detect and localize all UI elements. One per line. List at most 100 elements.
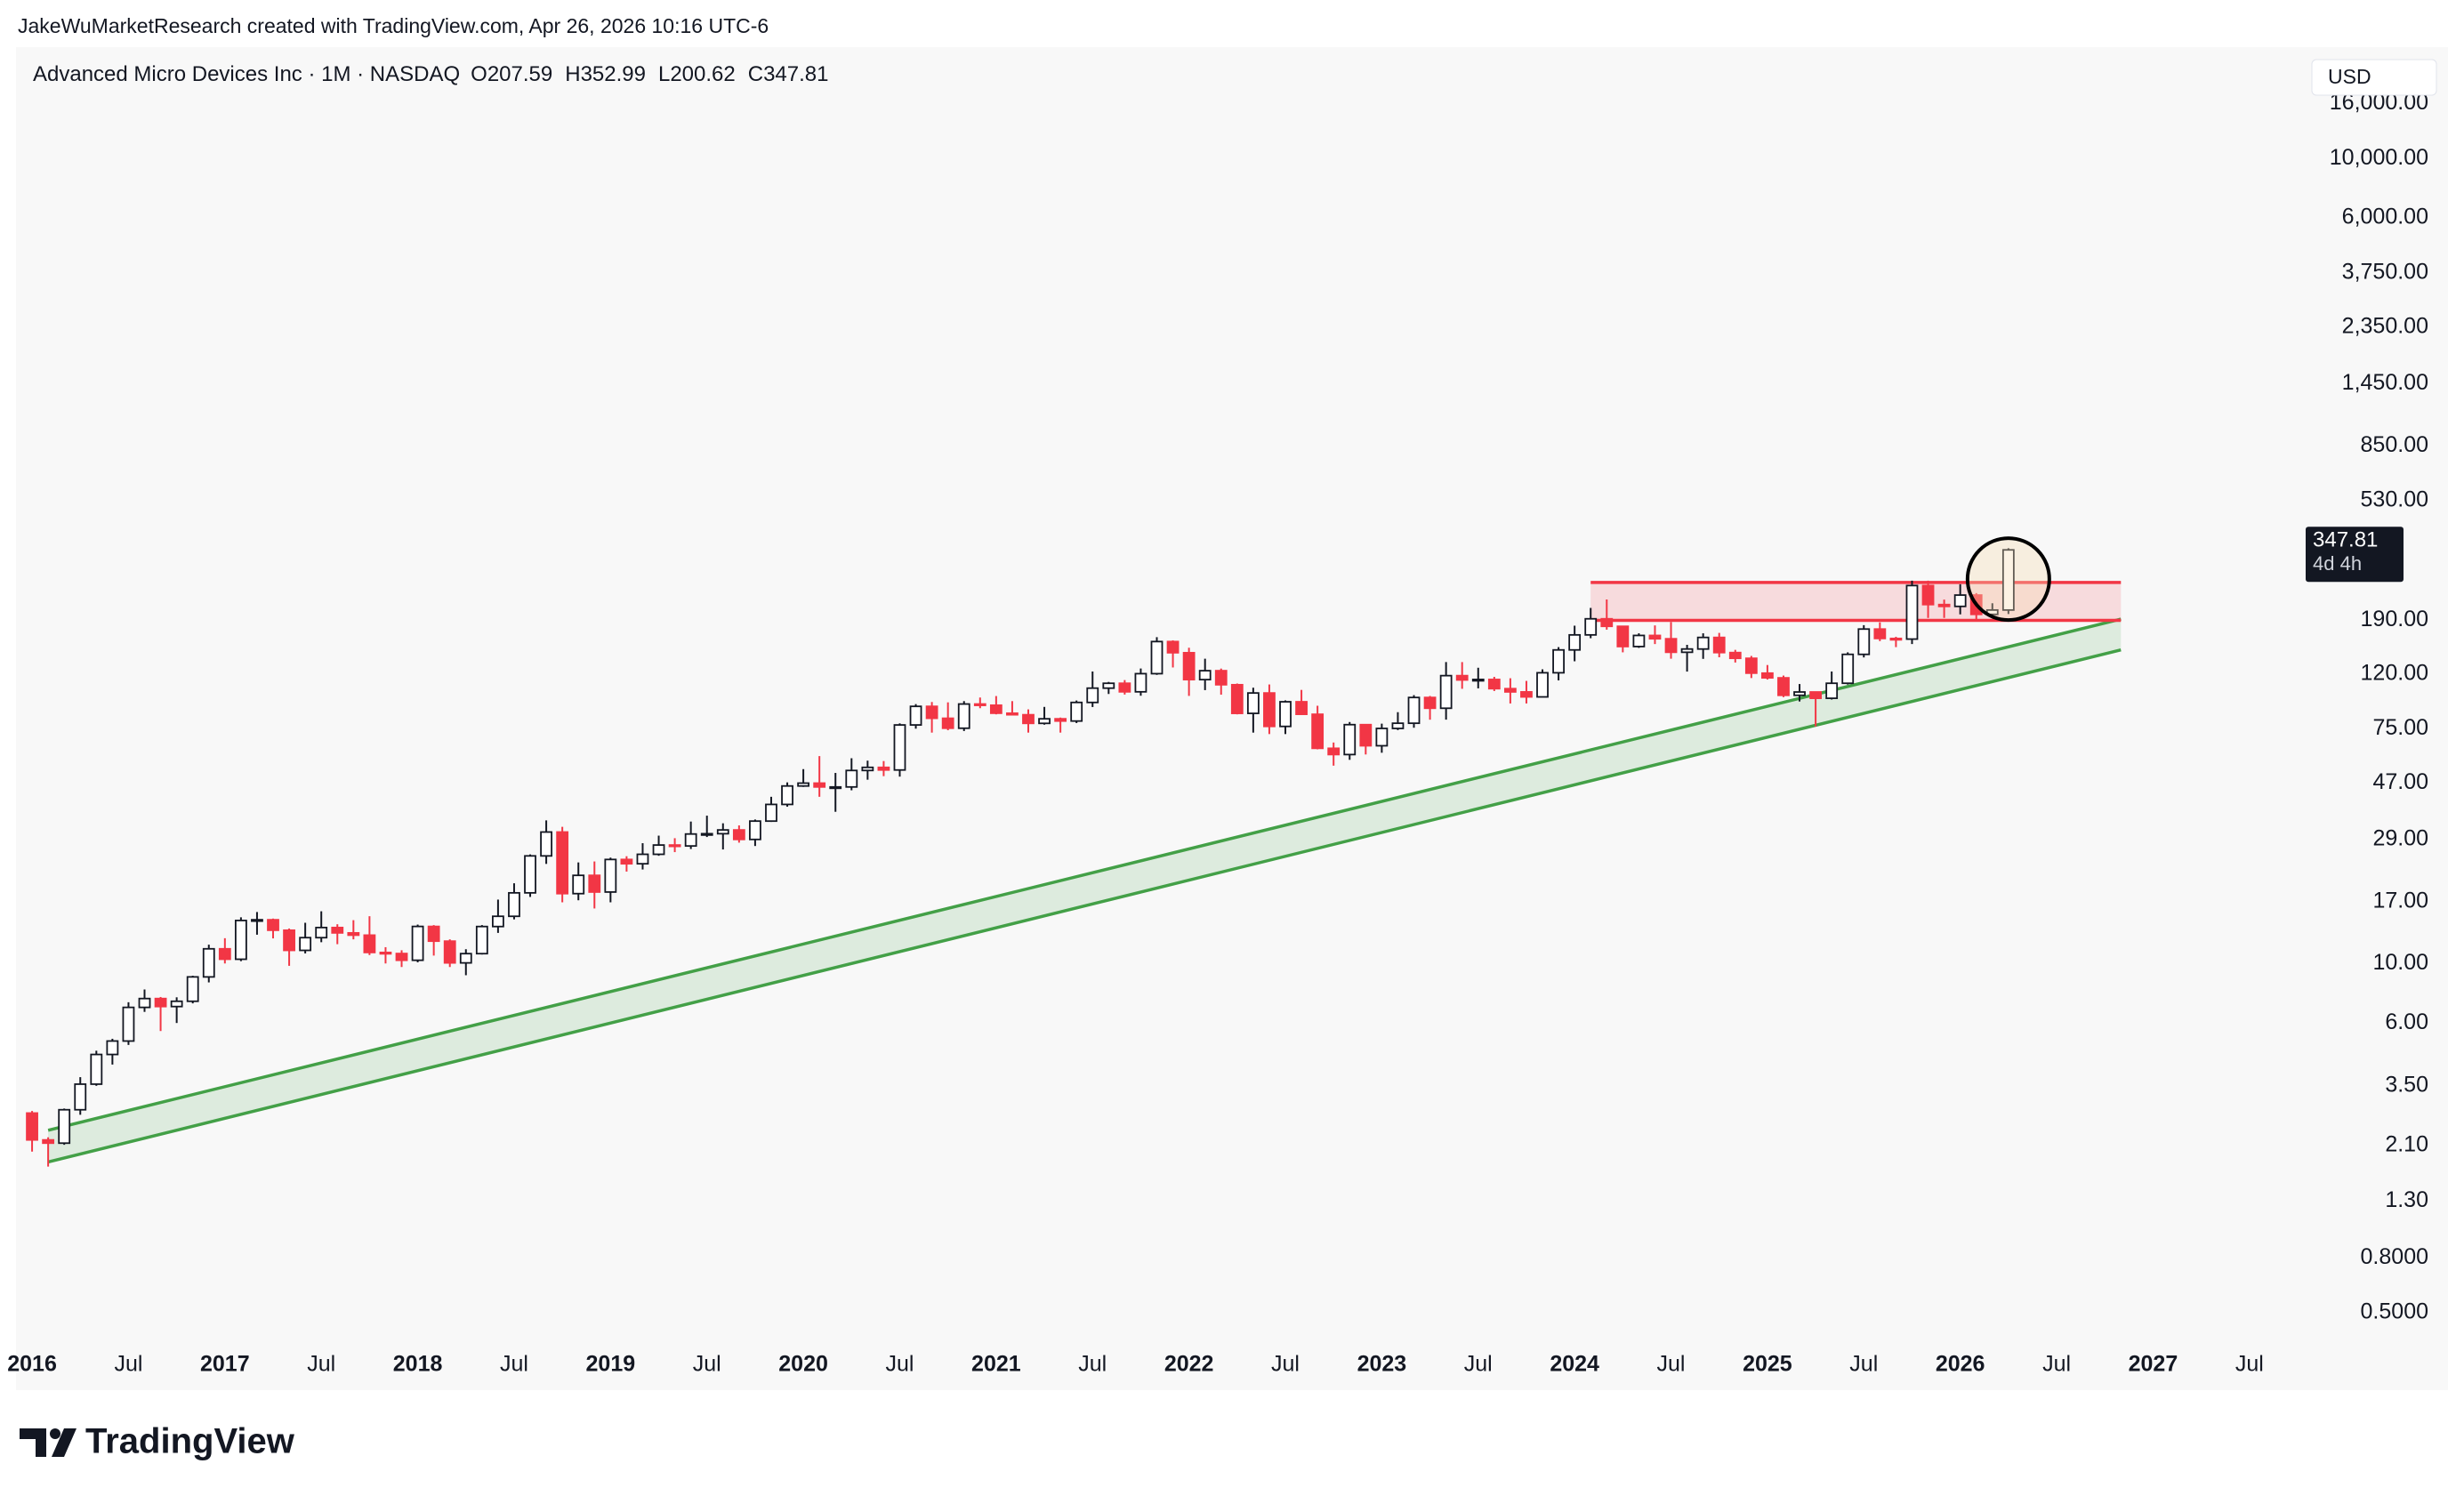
candle-body	[652, 844, 665, 856]
candle-body	[1102, 682, 1115, 689]
currency-box	[2311, 59, 2437, 96]
candle-body	[427, 925, 440, 943]
candle-body	[1359, 723, 1373, 747]
x-tick-label: Jul	[2042, 1352, 2071, 1377]
candle-body	[845, 769, 858, 788]
candle-body	[1552, 648, 1565, 674]
logo-slash	[52, 1428, 76, 1457]
candle-body	[443, 940, 456, 964]
candle-body	[1118, 682, 1131, 693]
x-tick-label: 2017	[200, 1352, 250, 1377]
candle-body	[1391, 722, 1405, 729]
candle-body	[1198, 670, 1212, 681]
candle-body	[813, 782, 826, 788]
candle-body	[170, 1000, 183, 1008]
candle-body	[26, 1112, 38, 1141]
x-tick-label: 2027	[2129, 1352, 2178, 1377]
logo-dot	[50, 1428, 60, 1439]
candle-body	[411, 925, 424, 961]
candle-body	[1809, 691, 1822, 699]
candle-body	[1520, 691, 1533, 698]
candle-body	[684, 832, 697, 848]
candle-body	[957, 703, 970, 729]
candle-body	[42, 1138, 55, 1145]
candle-body	[925, 705, 938, 720]
candle-body	[1889, 637, 1903, 641]
candle-body	[234, 920, 247, 961]
candle-body	[1423, 696, 1437, 710]
x-tick-label: 2026	[1936, 1352, 1985, 1377]
candle-body	[877, 766, 890, 771]
y-tick-label: 120.00	[2361, 660, 2428, 685]
y-tick-label: 6.00	[2385, 1009, 2428, 1034]
candle-body	[1279, 701, 1292, 728]
candle-body	[1375, 728, 1389, 747]
candle-body	[989, 704, 1003, 714]
candle-body	[781, 784, 793, 806]
candle-body	[620, 858, 633, 865]
candle-body	[540, 831, 552, 857]
candle-body	[90, 1053, 103, 1085]
candle-body	[267, 919, 279, 931]
candle-body	[1953, 594, 1967, 607]
y-tick-label: 0.8000	[2361, 1244, 2428, 1269]
candle-body	[459, 953, 472, 964]
currency: USD	[2328, 65, 2371, 88]
candle-body	[1006, 712, 1019, 716]
channel-fill	[48, 619, 2122, 1162]
y-tick-label: 0.5000	[2361, 1299, 2428, 1323]
candle-body	[829, 785, 842, 790]
candle-body	[1712, 636, 1726, 654]
candle-body	[508, 891, 520, 918]
y-tick-label: 1.30	[2385, 1187, 2428, 1212]
candle-body	[1263, 692, 1276, 728]
brand-logo: TradingView	[20, 1422, 295, 1461]
symbol-title: Advanced Micro Devices Inc · 1M · NASDAQ	[33, 62, 460, 86]
candle-body	[1857, 628, 1871, 656]
x-tick-label: Jul	[1078, 1352, 1107, 1377]
candle-body	[1214, 670, 1228, 686]
candle-body	[1182, 651, 1196, 681]
channel-line	[47, 647, 2122, 1164]
candle-body	[1696, 636, 1710, 650]
candle-body	[1825, 682, 1839, 699]
candle-body	[299, 937, 312, 952]
candle-body	[138, 997, 151, 1009]
candle-body	[556, 831, 569, 895]
candle-body	[106, 1040, 119, 1056]
candle-body	[1487, 679, 1501, 690]
x-tick-label: Jul	[693, 1352, 721, 1377]
x-tick-label: 2018	[393, 1352, 443, 1377]
y-tick-label: 530.00	[2361, 487, 2428, 512]
candle-body	[1230, 683, 1244, 714]
candle-body	[1054, 718, 1067, 722]
x-tick-label: 2023	[1357, 1352, 1407, 1377]
x-tick-label: 2021	[971, 1352, 1021, 1377]
candle-body	[202, 947, 215, 978]
candle-body	[893, 724, 906, 771]
candle-body	[1022, 713, 1035, 725]
countdown: 4d 4h	[2313, 552, 2362, 575]
candle-body	[1921, 584, 1935, 606]
logo-mark	[20, 1428, 46, 1457]
x-tick-label: Jul	[1271, 1352, 1300, 1377]
x-tick-label: 2025	[1743, 1352, 1792, 1377]
y-tick-label: 10.00	[2372, 950, 2428, 975]
candle-body	[492, 915, 504, 928]
candle-body	[572, 874, 585, 895]
plot: 0.5000 0.8000 1.30 2.10 3.50 6.00 10.00 17.00 29…	[7, 59, 2437, 1377]
candle-body	[1343, 723, 1357, 756]
y-tick-label: 1,450.00	[2342, 370, 2428, 395]
y-tick-label: 190.00	[2361, 607, 2428, 631]
candle-body	[251, 919, 263, 922]
candle-body	[1632, 634, 1646, 647]
candle-body	[1439, 674, 1453, 710]
x-tick-label: Jul	[2235, 1352, 2264, 1377]
candle-body	[1744, 657, 1758, 674]
channel-line	[47, 617, 2122, 1132]
candle-body	[1503, 688, 1517, 693]
ohlc-label: C	[748, 62, 763, 86]
x-tick-label: Jul	[307, 1352, 335, 1377]
y-tick-label: 17.00	[2372, 888, 2428, 913]
